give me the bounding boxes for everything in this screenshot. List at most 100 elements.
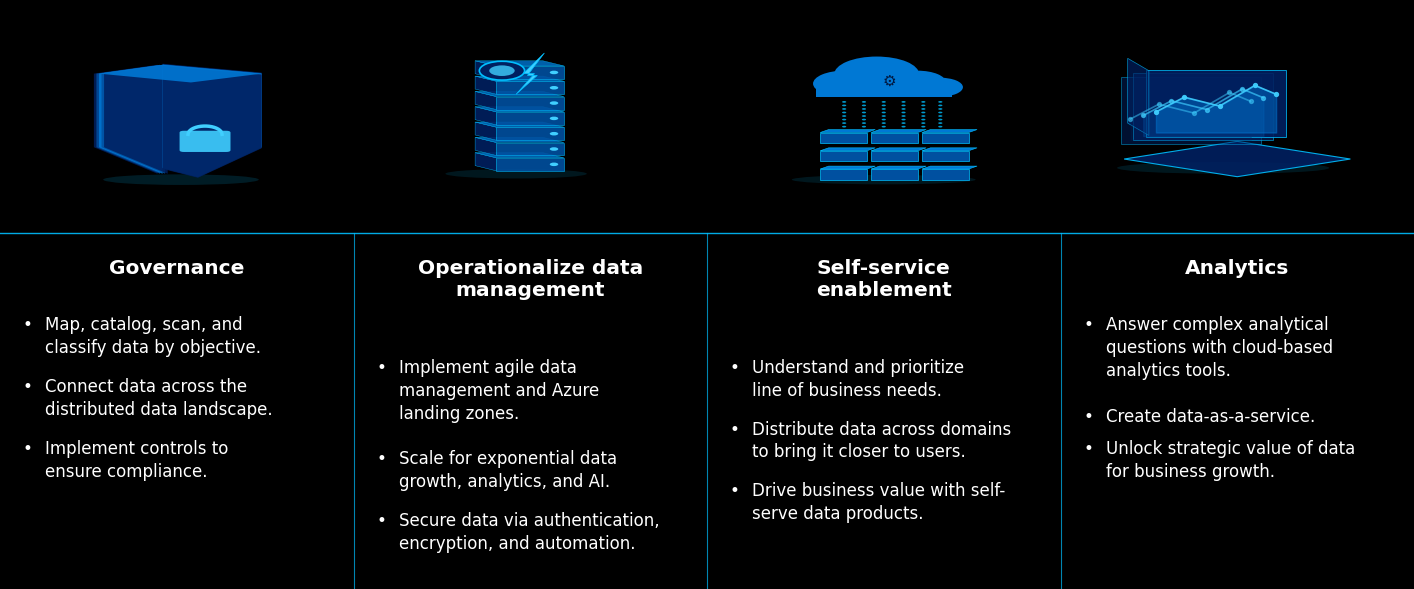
Circle shape [863,115,865,117]
Text: Unlock strategic value of data
for business growth.: Unlock strategic value of data for busin… [1106,440,1355,481]
Circle shape [863,111,865,113]
Circle shape [550,147,559,151]
Circle shape [479,61,525,80]
FancyBboxPatch shape [820,151,867,161]
FancyBboxPatch shape [496,158,564,171]
Point [1253,93,1275,102]
Circle shape [863,105,865,106]
Circle shape [550,132,559,135]
Polygon shape [475,107,564,112]
Circle shape [922,118,925,121]
Polygon shape [163,65,262,177]
Polygon shape [820,166,875,169]
Text: Implement agile data
management and Azure
landing zones.: Implement agile data management and Azur… [399,359,600,422]
Circle shape [863,123,865,124]
Text: Scale for exponential data
growth, analytics, and AI.: Scale for exponential data growth, analy… [399,450,617,491]
Point [1244,81,1267,90]
FancyBboxPatch shape [1145,70,1287,137]
Circle shape [882,111,885,113]
Ellipse shape [792,175,976,184]
FancyBboxPatch shape [871,151,918,161]
Circle shape [922,105,925,106]
Point [1159,96,1182,105]
Polygon shape [475,153,564,158]
Circle shape [882,125,885,128]
FancyBboxPatch shape [496,112,564,125]
Circle shape [863,101,865,102]
Polygon shape [475,153,496,171]
Circle shape [882,101,885,102]
Circle shape [834,57,919,92]
Circle shape [882,105,885,106]
Polygon shape [820,148,875,151]
Polygon shape [99,65,163,174]
Text: •: • [730,482,740,501]
Circle shape [843,125,846,128]
FancyBboxPatch shape [816,82,952,97]
Text: •: • [1083,316,1093,335]
Ellipse shape [445,169,587,178]
Polygon shape [96,65,160,174]
Circle shape [550,163,559,166]
FancyBboxPatch shape [820,169,867,180]
FancyBboxPatch shape [922,169,969,180]
Text: Distribute data across domains
to bring it closer to users.: Distribute data across domains to bring … [752,421,1011,461]
Circle shape [843,118,846,121]
FancyBboxPatch shape [922,151,969,161]
Polygon shape [922,130,977,133]
Circle shape [489,65,515,76]
Text: ⚙: ⚙ [882,74,896,89]
Circle shape [939,105,943,106]
Polygon shape [102,65,165,174]
Text: •: • [376,512,386,530]
Polygon shape [1128,58,1148,135]
Circle shape [922,125,925,128]
Circle shape [550,117,559,120]
Polygon shape [93,65,157,174]
Polygon shape [475,91,564,97]
Polygon shape [99,65,262,82]
Circle shape [922,108,925,110]
Text: •: • [376,359,386,377]
Point [1133,111,1155,120]
Point [1230,84,1253,94]
Circle shape [882,108,885,110]
Circle shape [813,71,875,97]
Text: •: • [730,421,740,439]
Circle shape [939,118,943,121]
Circle shape [922,115,925,117]
FancyBboxPatch shape [180,131,230,152]
Polygon shape [163,64,262,176]
Text: •: • [23,316,33,335]
Polygon shape [475,76,496,94]
Text: Create data-as-a-service.: Create data-as-a-service. [1106,408,1315,426]
Point [1145,107,1168,117]
Text: Answer complex analytical
questions with cloud-based
analytics tools.: Answer complex analytical questions with… [1106,316,1333,380]
FancyBboxPatch shape [820,133,867,143]
Circle shape [882,115,885,117]
Circle shape [922,123,925,124]
Polygon shape [163,64,262,176]
Circle shape [939,101,943,102]
Circle shape [550,71,559,74]
Circle shape [902,111,906,113]
Text: Understand and prioritize
line of business needs.: Understand and prioritize line of busine… [752,359,964,399]
Text: •: • [23,378,33,396]
Circle shape [550,101,559,105]
Text: •: • [1083,440,1093,458]
Circle shape [550,86,559,90]
Polygon shape [922,148,977,151]
Circle shape [918,78,963,97]
Circle shape [902,118,906,121]
Polygon shape [475,61,564,66]
Polygon shape [516,53,544,94]
FancyBboxPatch shape [496,127,564,140]
Circle shape [902,123,906,124]
Circle shape [843,105,846,106]
Text: •: • [376,450,386,468]
Polygon shape [820,130,875,133]
Polygon shape [475,137,564,143]
Circle shape [939,115,943,117]
Circle shape [863,118,865,121]
Circle shape [863,108,865,110]
